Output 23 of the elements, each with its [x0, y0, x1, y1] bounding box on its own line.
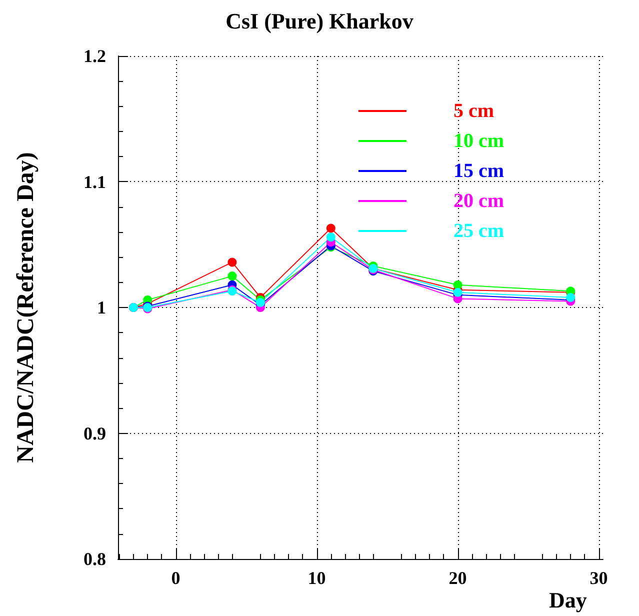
legend-label: 25 cm — [453, 220, 504, 242]
x-tick-label: 10 — [308, 568, 326, 588]
legend-label: 10 cm — [453, 130, 504, 152]
point — [256, 298, 265, 307]
point — [228, 258, 237, 267]
y-tick-label: 1.2 — [84, 46, 106, 66]
point — [326, 232, 336, 242]
point — [228, 272, 237, 281]
legend-label: 5 cm — [453, 100, 494, 122]
x-tick-label: 0 — [171, 568, 180, 588]
legend-label: 20 cm — [453, 190, 504, 212]
y-tick-label: 0.8 — [84, 549, 106, 569]
y-tick-label: 0.9 — [84, 423, 106, 444]
x-tick-label: 20 — [448, 568, 467, 588]
point — [326, 224, 336, 233]
x-axis-title: Day — [549, 588, 587, 612]
point — [566, 292, 576, 302]
chart-title: CsI (Pure) Kharkov — [226, 8, 414, 34]
y-axis-title: NADC/NADC(Reference Day) — [13, 152, 39, 463]
y-tick-label: 1.1 — [84, 172, 106, 192]
x-tick-label: 30 — [590, 568, 608, 588]
y-tick-label: 1 — [97, 298, 106, 318]
legend-label: 15 cm — [453, 160, 504, 182]
